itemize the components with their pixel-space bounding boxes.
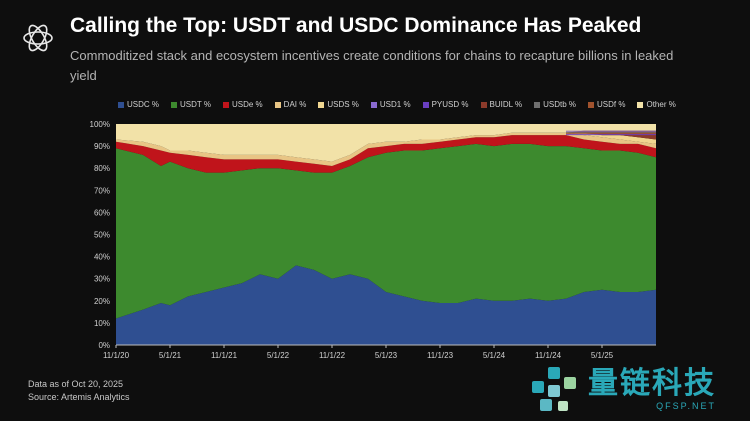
x-tick-label: 5/1/25 <box>591 351 614 360</box>
minor-band <box>566 132 656 135</box>
data-source: Source: Artemis Analytics <box>28 392 130 402</box>
legend-label: PYUSD % <box>431 100 469 109</box>
legend-swatch <box>171 101 178 108</box>
x-tick-label: 5/1/23 <box>375 351 398 360</box>
y-tick-label: 50% <box>94 231 110 240</box>
y-tick-label: 80% <box>94 164 110 173</box>
legend-swatch <box>222 101 229 108</box>
x-tick-label: 11/1/23 <box>427 351 454 360</box>
legend-swatch <box>588 101 595 108</box>
brand-logo-icon <box>23 24 53 52</box>
watermark-cn: 量链科技 <box>588 367 716 400</box>
legend-item: USDT % <box>171 100 211 109</box>
x-tick-label: 5/1/22 <box>267 351 290 360</box>
y-tick-label: 40% <box>94 253 110 262</box>
x-tick-label: 11/1/22 <box>319 351 346 360</box>
legend-item: USDf % <box>588 100 625 109</box>
legend-item: Other % <box>637 100 676 109</box>
chart-subtitle: Commoditized stack and ecosystem incenti… <box>70 48 674 83</box>
y-tick-label: 10% <box>94 319 110 328</box>
x-tick-label: 11/1/24 <box>535 351 562 360</box>
footer: Data as of Oct 20, 2025 Source: Artemis … <box>28 378 130 404</box>
y-tick-label: 60% <box>94 208 110 217</box>
legend-swatch <box>318 101 325 108</box>
y-tick-label: 30% <box>94 275 110 284</box>
legend-item: DAI % <box>274 100 307 109</box>
legend-label: USDtb % <box>543 100 577 109</box>
area-other <box>116 124 656 162</box>
minor-band <box>566 130 656 132</box>
legend-label: USDC % <box>127 100 160 109</box>
chart-title: Calling the Top: USDT and USDC Dominance… <box>70 14 642 37</box>
legend-swatch <box>534 101 541 108</box>
area-usds <box>116 132 656 162</box>
legend-label: USDe % <box>231 100 263 109</box>
legend-label: USDf % <box>597 100 626 109</box>
y-tick-label: 70% <box>94 186 110 195</box>
legend-swatch <box>480 101 487 108</box>
y-tick-label: 100% <box>90 120 110 129</box>
y-tick-label: 0% <box>98 341 110 350</box>
area-usdt <box>116 143 656 319</box>
legend-label: USD1 % <box>379 100 411 109</box>
chart-legend: USDC % USDT % USDe % DAI % USDS % USD1 % PYUSD… <box>118 100 676 109</box>
legend-item: USD1 % <box>370 100 411 109</box>
x-tick-label: 11/1/21 <box>211 351 238 360</box>
legend-label: DAI % <box>283 100 307 109</box>
minor-band <box>566 133 656 136</box>
legend-swatch <box>274 101 281 108</box>
legend-swatch <box>637 101 644 108</box>
watermark: 量链科技 QFSP.NET <box>528 362 744 416</box>
legend-item: USDtb % <box>534 100 576 109</box>
legend-swatch <box>370 101 377 108</box>
legend-label: USDT % <box>180 100 211 109</box>
area-usde <box>116 135 656 173</box>
legend-swatch <box>118 101 124 108</box>
legend-label: USDS % <box>327 100 359 109</box>
area-dai <box>116 132 656 166</box>
legend-swatch <box>422 101 429 108</box>
minor-band <box>566 131 656 133</box>
legend-item: PYUSD % <box>422 100 469 109</box>
y-tick-label: 20% <box>94 297 110 306</box>
area-usdc <box>116 265 656 345</box>
legend-label: Other % <box>646 100 676 109</box>
x-tick-label: 11/1/20 <box>103 351 130 360</box>
x-tick-label: 5/1/24 <box>483 351 506 360</box>
legend-item: USDe % <box>222 100 263 109</box>
legend-item: USDC % <box>118 100 159 109</box>
legend-label: BUIDL % <box>489 100 523 109</box>
x-tick-label: 5/1/21 <box>159 351 182 360</box>
y-tick-label: 90% <box>94 142 110 151</box>
watermark-en: QFSP.NET <box>656 401 716 411</box>
legend-item: BUIDL % <box>480 100 523 109</box>
legend-item: USDS % <box>318 100 359 109</box>
data-date-note: Data as of Oct 20, 2025 <box>28 379 124 389</box>
watermark-logo-icon <box>532 367 576 411</box>
